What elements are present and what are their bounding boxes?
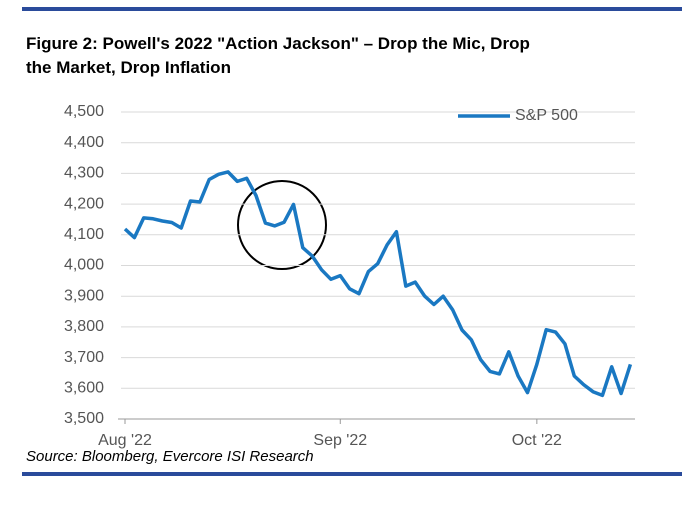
x-tick-label: Oct '22	[512, 432, 562, 449]
y-tick-label: 4,000	[64, 257, 104, 274]
legend-label: S&P 500	[515, 107, 578, 124]
top-rule	[22, 7, 682, 11]
highlight-circle	[237, 180, 327, 270]
x-tick-label: Aug '22	[98, 432, 152, 449]
series-line	[123, 170, 633, 398]
y-tick-label: 3,700	[64, 349, 104, 366]
y-tick-label: 3,900	[64, 287, 104, 304]
chart-title: Figure 2: Powell's 2022 "Action Jackson"…	[26, 34, 530, 77]
source-note: Source: Bloomberg, Evercore ISI Research	[26, 448, 314, 465]
y-tick-label: 4,400	[64, 134, 104, 151]
y-tick-label: 4,100	[64, 226, 104, 243]
y-tick-label: 4,300	[64, 165, 104, 182]
x-tick-label: Sep '22	[313, 432, 367, 449]
y-tick-label: 4,500	[64, 103, 104, 120]
y-tick-label: 3,600	[64, 380, 104, 397]
y-tick-label: 4,200	[64, 195, 104, 212]
y-tick-label: 3,500	[64, 410, 104, 427]
bottom-rule	[22, 472, 682, 476]
y-tick-label: 3,800	[64, 318, 104, 335]
